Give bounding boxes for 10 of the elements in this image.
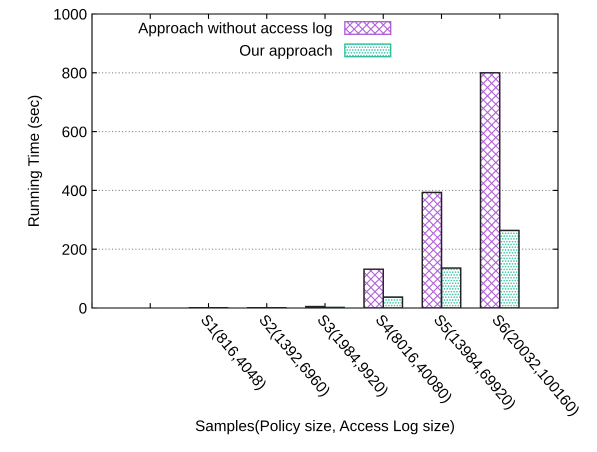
y-tick-label: 0 bbox=[79, 302, 87, 314]
x-axis-title: Samples(Policy size, Access Log size) bbox=[196, 420, 454, 434]
legend-label: Our approach bbox=[240, 44, 332, 59]
legend-label: Approach without access log bbox=[138, 22, 332, 36]
y-axis-title: Running Time (sec) bbox=[28, 96, 42, 226]
y-tick-label: 800 bbox=[62, 68, 87, 78]
y-tick-label: 600 bbox=[62, 126, 87, 138]
y-tick-label: 400 bbox=[62, 185, 87, 196]
y-tick-label: 200 bbox=[62, 244, 87, 255]
y-tick-label: 1000 bbox=[54, 8, 87, 20]
